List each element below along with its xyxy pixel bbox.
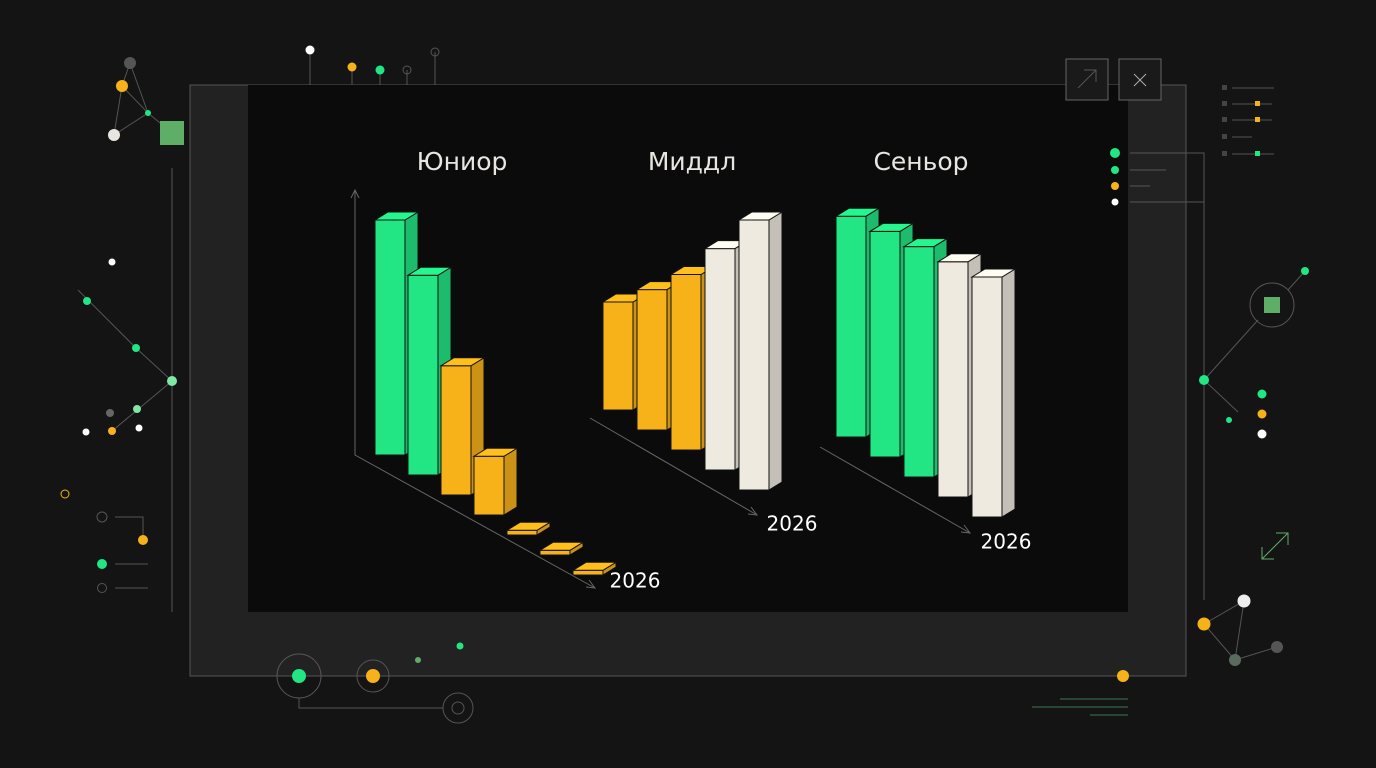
bar-front [937,261,969,498]
bar-top [970,268,1017,278]
bar-top [868,222,915,232]
bar-front [738,219,770,491]
axis-arrow [960,524,972,534]
bar-side [768,211,783,491]
bar-side [503,447,518,516]
bar [505,521,552,536]
bar [472,447,519,516]
bar-front [971,276,1003,518]
bar-chart: Миддл 2026 [589,147,818,536]
axis-arrow [585,579,597,589]
chart-title: Сеньор [873,147,968,176]
bar [970,268,1017,518]
bar-front [440,365,472,496]
bar-front [572,569,604,576]
bar-front [506,529,538,536]
bar-top [538,541,585,551]
bar-top [505,521,552,531]
axis [819,446,971,534]
bar-top [571,561,618,571]
bar-top [936,253,983,263]
bar-front [869,230,901,458]
bar-chart: Юниор 2026 [350,147,661,593]
x-axis-label: 2026 [767,512,818,536]
bar-front [473,455,505,516]
axis-arrow [350,188,360,199]
bar-top [406,266,453,276]
axis [354,190,596,589]
expand-icon [1077,69,1097,89]
bar [571,561,618,576]
decorations [60,45,1309,724]
axis-arrow [747,506,759,516]
bar-front [636,289,668,431]
bar-top [902,238,949,248]
bar [538,541,585,556]
bar-top [737,211,784,221]
bar-side [1001,268,1016,518]
chart-title: Юниор [417,147,508,176]
bar-front [407,274,439,476]
bar-top [472,447,519,457]
bar-chart: Сеньор 2026 [819,147,1032,554]
bar-top [834,207,881,217]
bar-front [374,219,406,456]
chart-title: Миддл [648,147,736,176]
bar-top [373,211,420,221]
x-axis-label: 2026 [610,569,661,593]
bar-front [539,549,571,556]
bar-front [903,246,935,478]
bar-front [835,215,867,438]
bar-top [439,357,486,367]
x-axis-label: 2026 [981,530,1032,554]
bar-front [704,248,736,471]
bar-front [670,274,702,451]
close-icon [1133,73,1147,87]
bar-front [602,301,634,411]
bar [737,211,784,491]
axis [589,417,758,516]
